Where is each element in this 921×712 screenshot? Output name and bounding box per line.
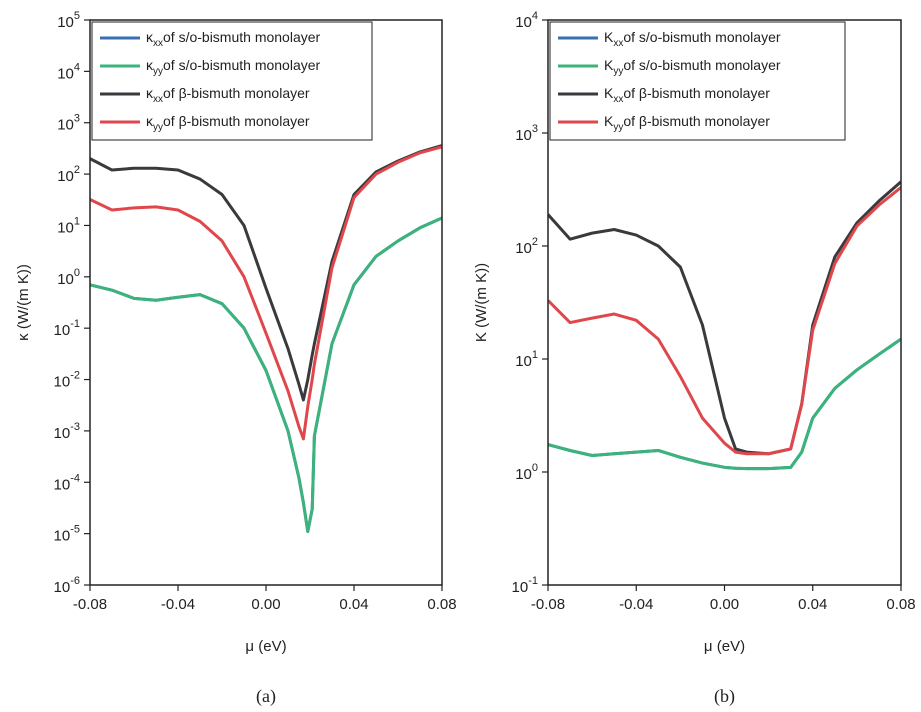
legend-box [549, 21, 846, 141]
x-tick-label: 0.00 [710, 596, 739, 613]
x-tick-label: 0.00 [251, 596, 280, 613]
y-tick-label: 103 [515, 123, 538, 144]
caption: (b) [714, 686, 735, 707]
y-tick-label: 105 [57, 10, 80, 31]
y-tick-label: 101 [57, 215, 80, 236]
series-line [548, 186, 901, 456]
series-line [90, 145, 442, 441]
x-axis-label: μ (eV) [245, 638, 286, 655]
y-tick-label: 10-3 [54, 421, 80, 442]
plot-frame [547, 19, 902, 586]
y-tick-label: 10-2 [54, 369, 80, 390]
y-tick-label: 104 [57, 61, 80, 82]
series-line [90, 216, 442, 534]
series-line [90, 144, 442, 402]
legend-label: κyyof s/o-bismuth monolayer [146, 57, 321, 77]
y-tick-label: 10-1 [512, 575, 538, 596]
x-tick-label: -0.08 [531, 596, 565, 613]
x-tick-label: 0.04 [798, 596, 827, 613]
x-tick-label: 0.04 [339, 596, 368, 613]
legend-label: Kxxof β-bismuth monolayer [604, 85, 770, 105]
series-line [548, 337, 901, 471]
series-line [548, 337, 901, 471]
y-tick-label: 10-4 [54, 472, 80, 493]
y-axis-label: Κ (W/(m K)) [473, 263, 490, 342]
legend-label: Kyyof β-bismuth monolayer [604, 113, 770, 133]
x-tick-label: -0.04 [619, 596, 653, 613]
caption: (a) [256, 686, 276, 707]
legend-label: κxxof s/o-bismuth monolayer [146, 29, 321, 49]
y-tick-label: 102 [515, 236, 538, 257]
legend-label: κyyof β-bismuth monolayer [146, 113, 310, 133]
y-tick-label: 10-5 [54, 524, 80, 545]
x-tick-label: -0.04 [161, 596, 195, 613]
legend-label: Kxxof s/o-bismuth monolayer [604, 29, 781, 49]
y-tick-label: 10-1 [54, 318, 80, 339]
x-tick-label: 0.08 [886, 596, 915, 613]
plot-frame [89, 19, 443, 586]
y-tick-label: 102 [57, 164, 80, 185]
x-tick-label: 0.08 [427, 596, 456, 613]
y-tick-label: 10-6 [54, 575, 80, 596]
legend-label: κxxof β-bismuth monolayer [146, 85, 310, 105]
x-tick-label: -0.08 [73, 596, 107, 613]
y-tick-label: 103 [57, 113, 80, 134]
y-axis-label: κ (W/(m K)) [15, 264, 32, 341]
series-line [548, 180, 901, 456]
x-axis-label: μ (eV) [704, 638, 745, 655]
y-tick-label: 104 [515, 10, 538, 31]
y-tick-label: 100 [57, 267, 80, 288]
legend-label: Kyyof s/o-bismuth monolayer [604, 57, 781, 77]
legend-box [91, 21, 373, 141]
y-tick-label: 101 [515, 349, 538, 370]
y-tick-label: 100 [515, 462, 538, 483]
